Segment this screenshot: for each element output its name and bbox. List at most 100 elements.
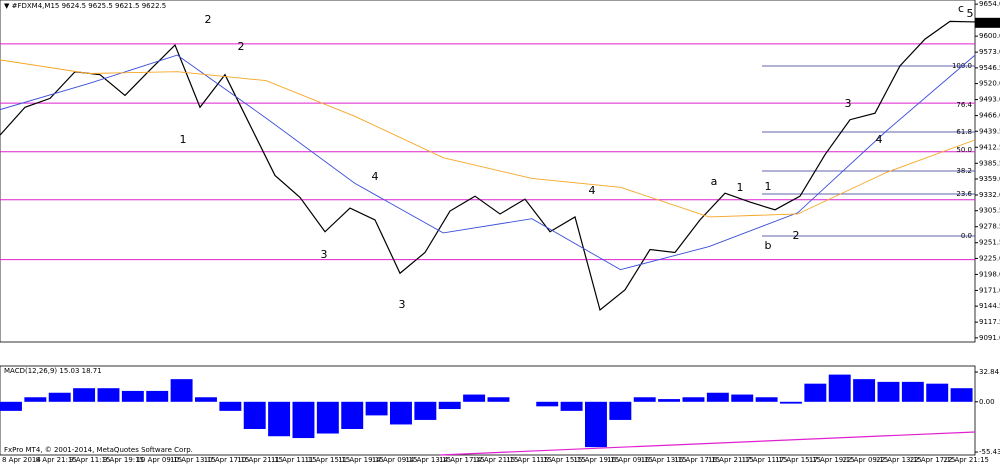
- wave-label: 4: [372, 170, 379, 183]
- macd-bar: [901, 381, 924, 402]
- y-tick-label: 9654.0: [979, 0, 1000, 8]
- chart-title: ▼ #FDXM4,M15 9624.5 9625.5 9621.5 9622.5: [4, 2, 166, 10]
- y-tick-label: 9305.5: [979, 207, 1000, 215]
- wave-label: 1: [180, 133, 187, 146]
- macd-bar: [48, 392, 71, 402]
- x-tick-label: 14 Apr 09:15: [372, 456, 418, 464]
- wave-label: 5: [967, 7, 974, 20]
- x-tick-label: 22 Apr 13:15: [876, 456, 922, 464]
- y-tick-label: 9091.0: [979, 334, 1000, 342]
- macd-bar: [609, 401, 632, 420]
- x-tick-label: 16 Apr 21:15: [708, 456, 754, 464]
- macd-bar: [219, 401, 242, 411]
- macd-bar: [463, 394, 486, 402]
- macd-bar: [560, 401, 583, 411]
- x-tick-label: 11 Apr 11:15: [271, 456, 317, 464]
- x-tick-label: 14 Apr 21:15: [473, 456, 519, 464]
- macd-bar: [926, 383, 949, 402]
- macd-bar: [73, 388, 96, 402]
- x-tick-label: 16 Apr 09:15: [607, 456, 653, 464]
- macd-bar: [633, 397, 656, 402]
- macd-bar: [853, 379, 876, 402]
- wave-label: 1: [737, 181, 744, 194]
- x-tick-label: 10 Apr 21:15: [237, 456, 283, 464]
- wave-label: 2: [793, 229, 800, 242]
- macd-bar: [487, 397, 510, 402]
- wave-label: 2: [238, 40, 245, 53]
- x-tick-label: 15 Apr 11:15: [506, 456, 552, 464]
- macd-title: MACD(12,26,9) 15.03 18.71: [4, 367, 102, 375]
- x-tick-label: 9 Apr 19:15: [103, 456, 144, 464]
- macd-bar: [195, 397, 217, 402]
- macd-bar: [170, 379, 193, 402]
- macd-tick-label: 0.00: [979, 398, 995, 406]
- macd-bar: [828, 374, 851, 402]
- series-line: [0, 20, 976, 312]
- x-tick-label: 10 Apr 09:15: [136, 456, 182, 464]
- last-price-box: [975, 17, 1000, 28]
- macd-bar: [877, 381, 900, 402]
- macd-bar: [950, 388, 973, 402]
- y-tick-label: 9573.0: [979, 48, 1000, 56]
- y-tick-label: 9546.5: [979, 64, 1000, 72]
- y-tick-label: 9466.0: [979, 112, 1000, 120]
- x-tick-label: 8 Apr 2014: [2, 456, 41, 464]
- macd-bar: [243, 401, 266, 429]
- y-tick-label: 9171.0: [979, 286, 1000, 294]
- series-line: [0, 54, 976, 271]
- macd-bar: [146, 390, 169, 402]
- y-tick-label: 9493.0: [979, 96, 1000, 104]
- x-tick-label: 11 Apr 19:15: [338, 456, 384, 464]
- y-tick-label: 9117.5: [979, 318, 1000, 326]
- macd-bar: [780, 401, 802, 404]
- macd-bar: [0, 401, 22, 411]
- x-tick-label: 15 Apr 15:15: [540, 456, 586, 464]
- fib-label: 50.0: [956, 146, 972, 154]
- x-tick-label: 11 Apr 15:15: [305, 456, 351, 464]
- y-tick-label: 9225.0: [979, 254, 1000, 262]
- macd-bar: [316, 401, 339, 434]
- macd-bar: [755, 397, 778, 402]
- x-tick-label: 22 Apr 21:15: [943, 456, 989, 464]
- macd-bar: [585, 401, 607, 448]
- x-tick-label: 17 Apr 15:15: [775, 456, 821, 464]
- macd-bar: [97, 388, 120, 402]
- x-tick-label: 14 Apr 13:15: [405, 456, 451, 464]
- macd-bar: [536, 401, 559, 407]
- macd-bar: [658, 399, 681, 402]
- x-tick-label: 8 Apr 21:15: [36, 456, 77, 464]
- y-tick-label: 9600.0: [979, 32, 1000, 40]
- x-tick-label: 16 Apr 17:15: [674, 456, 720, 464]
- x-tick-label: 16 Apr 13:15: [641, 456, 687, 464]
- wave-label: 3: [399, 298, 406, 311]
- y-tick-label: 9520.0: [979, 80, 1000, 88]
- macd-bar: [292, 401, 315, 439]
- last-price-label: 9622.5: [977, 19, 1000, 27]
- y-tick-label: 9439.5: [979, 127, 1000, 135]
- macd-bar: [682, 397, 705, 402]
- macd-bar: [365, 401, 388, 416]
- x-tick-label: 22 Apr 09:15: [843, 456, 889, 464]
- x-tick-label: 10 Apr 17:15: [204, 456, 250, 464]
- y-tick-label: 9144.5: [979, 302, 1000, 310]
- footer: FxPro MT4, © 2001-2014, MetaQuotes Softw…: [4, 446, 193, 454]
- x-tick-label: 17 Apr 19:15: [809, 456, 855, 464]
- wave-label: 4: [876, 133, 883, 146]
- y-tick-label: 9385.5: [979, 159, 1000, 167]
- macd-pane: [0, 365, 976, 456]
- wave-label: b: [765, 239, 772, 252]
- x-tick-label: 9 Apr 11:15: [69, 456, 110, 464]
- macd-tick-label: 32.84: [979, 368, 1000, 376]
- y-tick-label: 9198.0: [979, 270, 1000, 278]
- series-line: [0, 59, 976, 218]
- wave-label: 4: [589, 184, 596, 197]
- x-tick-label: 15 Apr 19:15: [574, 456, 620, 464]
- macd-bar: [731, 394, 754, 402]
- wave-label: a: [711, 175, 718, 188]
- wave-label: 1: [765, 180, 772, 193]
- wave-label: 3: [321, 248, 328, 261]
- y-tick-label: 9412.5: [979, 143, 1000, 151]
- y-tick-label: 9251.5: [979, 239, 1000, 247]
- fib-label: 76.4: [956, 101, 972, 109]
